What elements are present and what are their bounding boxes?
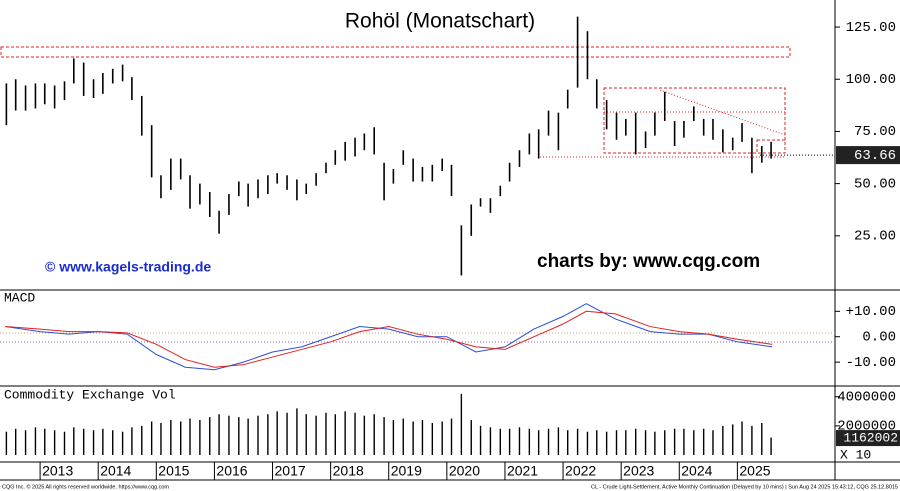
x-tick-label: 2024 (681, 463, 712, 479)
credit: charts by: www.cqg.com (537, 251, 760, 272)
macd-line (5, 303, 773, 371)
x-tick-label: 2018 (333, 463, 364, 479)
x-tick-label: 2025 (739, 463, 770, 479)
panel-title: Commodity Exchange Vol (4, 387, 176, 402)
x-tick-label: 2015 (158, 463, 189, 479)
x-tick-label: 2013 (42, 463, 73, 479)
x-tick-label: 2014 (100, 463, 131, 479)
y-tick-label: 100.00 (846, 72, 896, 88)
x-tick-label: 2020 (449, 463, 480, 479)
y-tick-label: 0.00 (862, 329, 896, 345)
y-tick-label: 25.00 (854, 229, 896, 245)
macd-line (5, 310, 773, 368)
range-box (603, 87, 786, 154)
x-tick-label: 2019 (391, 463, 422, 479)
panel-title: MACD (4, 290, 35, 305)
x-tick-label: 2017 (275, 463, 306, 479)
footer: CQG Inc. © 2025 All rights reserved worl… (2, 483, 169, 490)
last-value-box (836, 430, 900, 447)
x-tick-label: 2021 (507, 463, 538, 479)
last-value-label: 63.66 (854, 148, 896, 164)
x-tick-label: 2022 (565, 463, 596, 479)
y-tick-label: 50.00 (854, 176, 896, 192)
y-tick-label: 4000000 (837, 389, 896, 405)
footer: CL - Crude Light-Settlement, Active Mont… (591, 484, 898, 490)
credit: © www.kagels-trading.de (45, 259, 211, 275)
y-tick-label: 125.00 (846, 20, 896, 36)
chart-title: Rohöl (Monatschart) (345, 10, 535, 33)
last-value-box (836, 146, 900, 165)
x-tick-label: 2016 (216, 463, 247, 479)
last-value-label: 1162002 (843, 431, 898, 446)
multiplier-label: X 10 (840, 447, 871, 462)
trend-line (659, 89, 786, 136)
y-tick-label: 75.00 (854, 124, 896, 140)
resistance-box (0, 46, 791, 58)
y-tick-label: -10.00 (846, 355, 896, 371)
y-tick-label: +10.00 (846, 304, 896, 320)
x-tick-label: 2023 (623, 463, 654, 479)
